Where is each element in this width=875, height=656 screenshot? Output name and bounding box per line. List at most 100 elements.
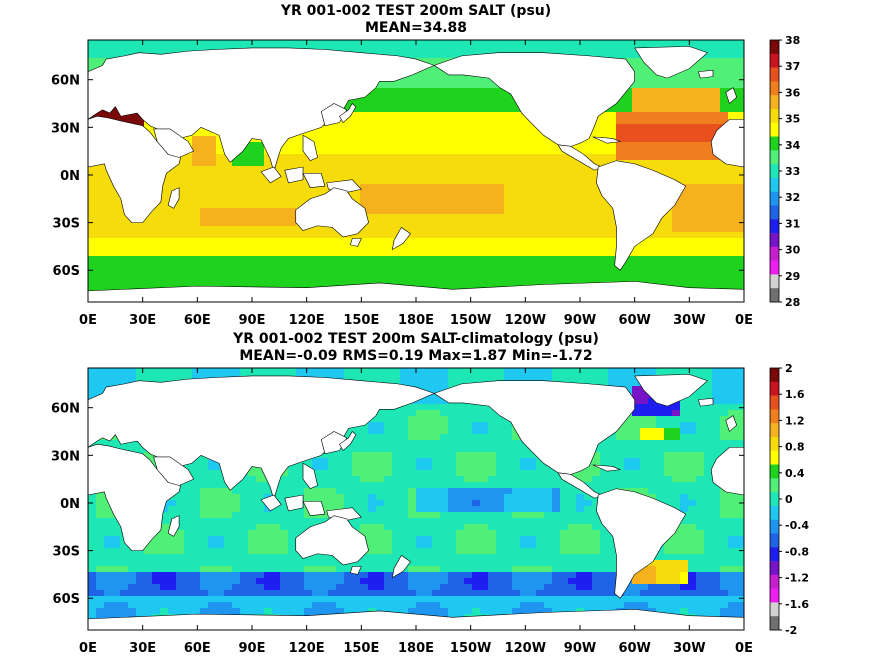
heatmap-cell: [392, 124, 400, 130]
heatmap-cell: [192, 518, 200, 524]
heatmap-cell: [256, 262, 264, 268]
heatmap-cell: [160, 596, 168, 602]
heatmap-cell: [344, 130, 352, 136]
heatmap-cell: [280, 548, 288, 554]
heatmap-cell: [304, 494, 312, 500]
heatmap-cell: [704, 280, 712, 286]
heatmap-cell: [304, 572, 312, 578]
heatmap-cell: [176, 518, 184, 524]
heatmap-cell: [448, 46, 456, 52]
heatmap-cell: [704, 100, 712, 106]
heatmap-cell: [240, 190, 248, 196]
heatmap-cell: [152, 542, 160, 548]
heatmap-cell: [488, 172, 496, 178]
heatmap-cell: [240, 268, 248, 274]
heatmap-cell: [512, 136, 520, 142]
heatmap-cell: [592, 202, 600, 208]
heatmap-cell: [528, 124, 536, 130]
heatmap-cell: [328, 178, 336, 184]
heatmap-cell: [216, 590, 224, 596]
heatmap-cell: [152, 584, 160, 590]
heatmap-cell: [304, 274, 312, 280]
heatmap-cell: [496, 136, 504, 142]
heatmap-cell: [104, 524, 112, 530]
heatmap-cell: [208, 482, 216, 488]
heatmap-cell: [256, 256, 264, 262]
heatmap-cell: [736, 250, 744, 256]
heatmap-cell: [472, 280, 480, 286]
heatmap-cell: [296, 602, 304, 608]
heatmap-cell: [192, 530, 200, 536]
heatmap-cell: [248, 136, 256, 142]
heatmap-cell: [96, 190, 104, 196]
heatmap-cell: [520, 124, 528, 130]
heatmap-cell: [160, 560, 168, 566]
heatmap-cell: [440, 160, 448, 166]
heatmap-cell: [176, 268, 184, 274]
heatmap-cell: [240, 274, 248, 280]
heatmap-cell: [616, 142, 624, 148]
heatmap-cell: [576, 142, 584, 148]
heatmap-cell: [488, 202, 496, 208]
heatmap-cell: [216, 374, 224, 380]
heatmap-cell: [208, 130, 216, 136]
heatmap-cell: [184, 262, 192, 268]
heatmap-cell: [632, 148, 640, 154]
heatmap-cell: [416, 124, 424, 130]
heatmap-cell: [280, 590, 288, 596]
heatmap-cell: [600, 214, 608, 220]
heatmap-cell: [168, 214, 176, 220]
heatmap-cell: [552, 178, 560, 184]
colorbar-swatch: [770, 108, 779, 124]
heatmap-cell: [688, 124, 696, 130]
heatmap-cell: [624, 94, 632, 100]
heatmap-cell: [288, 536, 296, 542]
heatmap-cell: [104, 608, 112, 614]
heatmap-cell: [712, 232, 720, 238]
heatmap-cell: [256, 572, 264, 578]
heatmap-cell: [88, 506, 96, 512]
heatmap-cell: [144, 250, 152, 256]
heatmap-cell: [504, 46, 512, 52]
heatmap-cell: [232, 488, 240, 494]
heatmap-cell: [712, 166, 720, 172]
heatmap-cell: [616, 46, 624, 52]
heatmap-cell: [408, 82, 416, 88]
heatmap-cell: [304, 130, 312, 136]
heatmap-cell: [376, 100, 384, 106]
heatmap-cell: [288, 142, 296, 148]
heatmap-cell: [608, 40, 616, 46]
x-tick-label: 150E: [343, 313, 379, 328]
heatmap-cell: [192, 262, 200, 268]
heatmap-cell: [480, 82, 488, 88]
heatmap-cell: [512, 106, 520, 112]
heatmap-cell: [496, 172, 504, 178]
heatmap-cell: [456, 250, 464, 256]
heatmap-cell: [208, 202, 216, 208]
heatmap-cell: [192, 608, 200, 614]
heatmap-cell: [408, 166, 416, 172]
heatmap-cell: [720, 100, 728, 106]
heatmap-cell: [480, 160, 488, 166]
heatmap-cell: [144, 452, 152, 458]
heatmap-cell: [120, 596, 128, 602]
heatmap-cell: [280, 608, 288, 614]
heatmap-cell: [136, 578, 144, 584]
heatmap-cell: [160, 554, 168, 560]
heatmap-cell: [464, 214, 472, 220]
heatmap-cell: [624, 52, 632, 58]
heatmap-cell: [336, 160, 344, 166]
heatmap-cell: [664, 256, 672, 262]
heatmap-cell: [96, 554, 104, 560]
heatmap-cell: [656, 244, 664, 250]
heatmap-cell: [384, 88, 392, 94]
heatmap-cell: [664, 232, 672, 238]
heatmap-cell: [240, 214, 248, 220]
heatmap-cell: [424, 58, 432, 64]
heatmap-cell: [344, 172, 352, 178]
heatmap-cell: [504, 220, 512, 226]
heatmap-cell: [392, 82, 400, 88]
heatmap-cell: [544, 232, 552, 238]
heatmap-cell: [408, 106, 416, 112]
heatmap-cell: [480, 124, 488, 130]
